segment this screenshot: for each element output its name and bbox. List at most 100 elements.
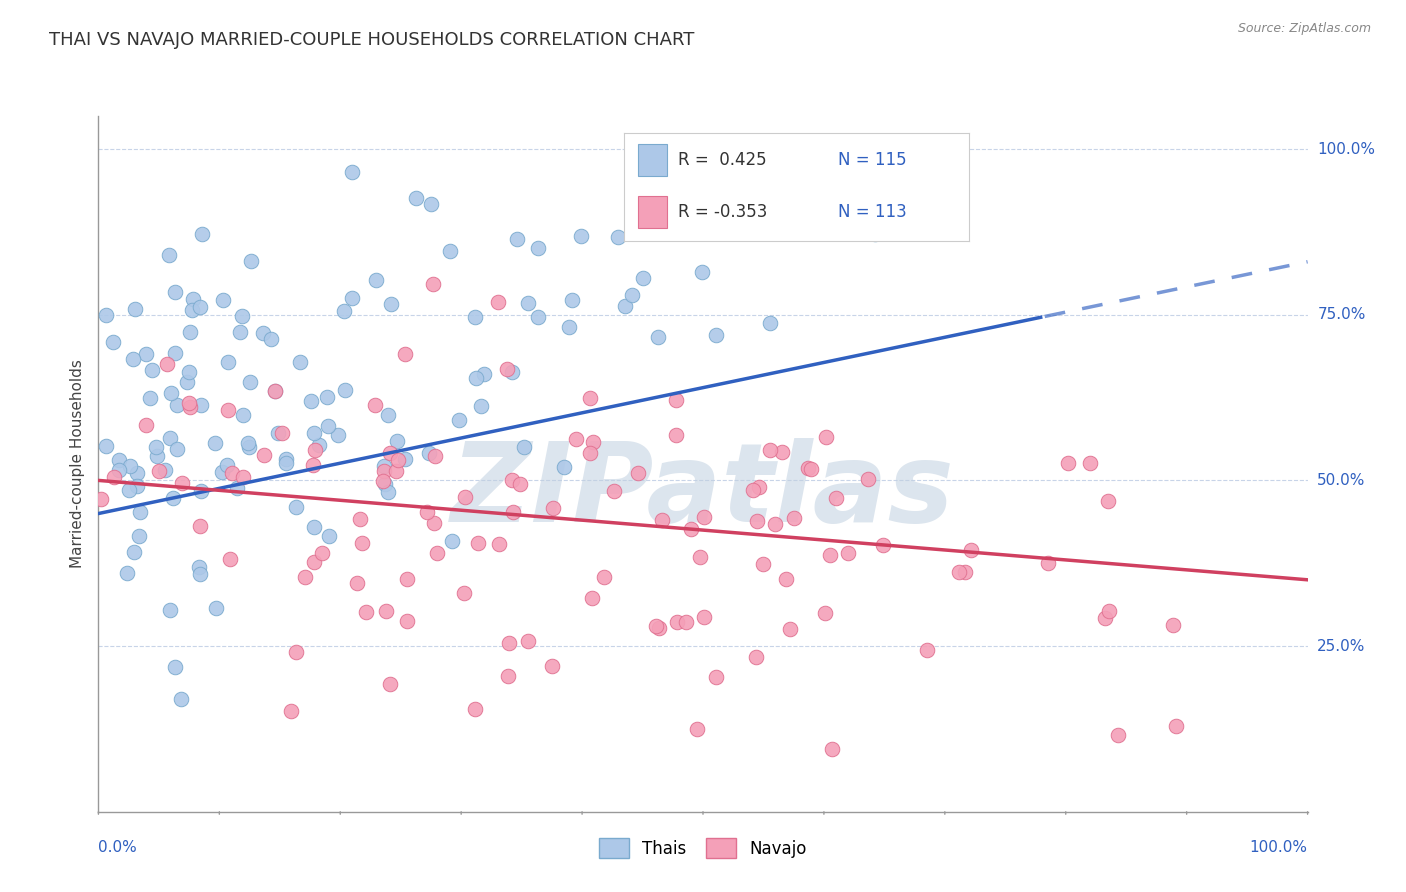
Point [540,658,562,673]
Point [464,702,486,716]
Point [745,514,768,528]
Point [948,565,970,579]
Point [264,384,287,398]
Point [263,384,285,399]
Point [501,365,523,379]
Point [775,573,797,587]
Point [396,614,419,628]
Point [394,452,416,467]
Point [704,670,727,684]
Point [342,164,364,178]
Point [422,277,444,292]
Point [219,551,242,566]
Point [815,430,838,444]
Point [181,303,204,318]
Point [645,619,668,633]
Point [513,440,536,454]
Point [581,591,603,605]
Point [745,650,768,665]
Point [626,466,648,480]
Point [302,458,325,472]
Point [163,346,186,360]
Point [252,448,274,462]
Point [813,607,835,621]
Point [693,610,716,624]
Point [129,505,152,519]
Point [416,505,439,519]
Point [953,565,976,579]
Point [377,409,399,423]
Point [346,576,368,591]
Point [651,513,673,527]
Text: ZIPatlas: ZIPatlas [451,438,955,545]
Point [290,354,312,368]
Point [578,446,600,460]
Point [821,742,844,756]
Y-axis label: Married-couple Households: Married-couple Households [69,359,84,568]
Point [748,480,770,494]
Point [624,152,647,166]
Point [170,476,193,491]
Point [162,491,184,505]
Point [704,327,727,342]
Point [689,550,711,565]
Point [188,566,211,581]
Point [311,546,333,560]
Point [108,452,131,467]
Point [420,196,443,211]
Point [470,399,492,413]
Point [1107,728,1129,742]
Point [190,398,212,412]
Point [332,303,354,318]
Point [179,325,201,339]
Point [285,645,308,659]
Point [304,555,326,569]
Point [759,442,782,457]
Point [375,604,398,618]
Point [326,428,349,442]
Point [380,296,402,310]
Point [675,615,697,629]
Point [837,545,859,559]
Point [453,586,475,600]
Point [364,273,387,287]
Point [1098,604,1121,618]
Point [205,601,228,615]
Point [496,669,519,683]
Point [170,692,193,706]
Point [405,191,427,205]
Point [271,425,294,440]
Point [602,483,624,498]
Point [335,383,357,397]
Point [783,511,806,525]
Text: 100.0%: 100.0% [1250,839,1308,855]
Point [211,465,233,479]
Point [274,456,297,470]
Point [316,418,339,433]
Point [506,232,529,246]
Point [373,464,395,478]
Point [226,481,249,495]
Text: 75.0%: 75.0% [1317,307,1365,322]
Point [94,308,117,322]
Point [779,623,801,637]
Point [825,491,848,505]
Point [276,451,298,466]
Point [236,435,259,450]
Point [90,492,112,507]
Point [155,463,177,477]
Point [447,413,470,427]
Point [156,358,179,372]
Point [340,291,363,305]
Point [517,633,540,648]
Point [384,464,406,478]
Point [190,519,212,533]
Point [231,309,253,323]
Point [863,227,886,242]
Point [385,434,408,448]
Point [176,375,198,389]
Point [692,265,714,279]
Point [157,248,180,262]
Point [371,474,394,488]
Point [553,460,575,475]
